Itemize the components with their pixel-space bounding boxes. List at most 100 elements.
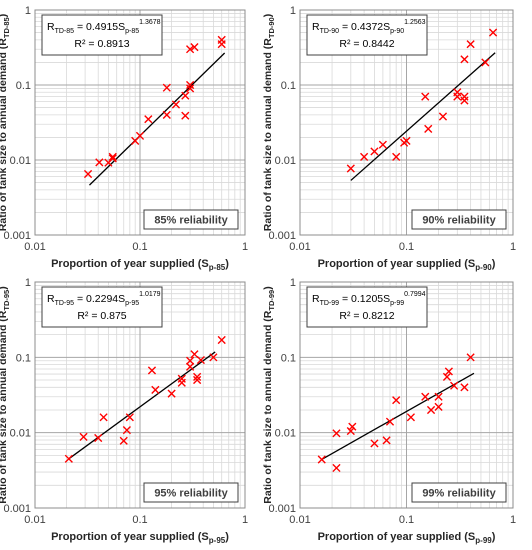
data-points (83, 35, 226, 179)
data-point (177, 374, 186, 383)
regression-equation: RTD-95 = 0.2294Sp-951.0179 (47, 291, 161, 307)
data-point (434, 392, 443, 401)
data-point (186, 80, 195, 90)
data-point (426, 405, 436, 415)
y-tick-label: 0.01 (10, 428, 31, 440)
plot-border (299, 281, 514, 509)
y-axis-label: Ratio of tank size to annual demand (RTD… (0, 14, 11, 231)
x-tick-label: 1 (510, 514, 516, 526)
data-point (108, 152, 117, 161)
data-point (346, 164, 355, 173)
data-point (460, 383, 469, 392)
data-point (370, 439, 379, 448)
data-point (122, 426, 131, 435)
data-point (186, 356, 195, 365)
data-point (193, 375, 202, 385)
data-point (217, 40, 226, 49)
y-tick-label: 0.01 (275, 155, 296, 167)
data-point (181, 111, 190, 120)
x-axis-label: Proportion of year supplied (Sp-90) (318, 258, 496, 272)
plot-border (34, 281, 246, 509)
plot-border (299, 9, 514, 236)
x-axis-label: Proportion of year supplied (Sp-85) (51, 258, 229, 272)
y-tick-label: 1 (25, 277, 31, 289)
equation-box (41, 286, 163, 328)
y-tick-label: 0.001 (3, 503, 31, 515)
data-point (392, 396, 401, 405)
data-point (144, 115, 153, 124)
r-squared: R² = 0.8913 (74, 38, 129, 50)
data-point (190, 43, 199, 52)
reliability-label: 85% reliability (154, 215, 228, 227)
data-point (167, 389, 176, 398)
data-point (460, 96, 469, 105)
data-point (147, 366, 157, 375)
x-tick-label: 0.01 (24, 241, 45, 253)
x-tick-label: 0.1 (132, 514, 147, 526)
data-point (332, 429, 341, 438)
data-point (190, 350, 199, 359)
data-point (186, 362, 195, 371)
data-point (466, 353, 475, 362)
data-point (346, 426, 355, 436)
y-tick-label: 0.01 (10, 155, 31, 167)
data-point (135, 131, 145, 140)
reliability-label: 99% reliability (422, 488, 496, 500)
data-point (151, 385, 160, 394)
x-tick-label: 0.01 (289, 241, 310, 253)
y-tick-label: 0.001 (268, 230, 296, 242)
data-point (360, 152, 369, 161)
data-point (481, 58, 490, 67)
x-tick-label: 0.01 (289, 514, 310, 526)
y-tick-label: 0.1 (16, 352, 31, 364)
y-tick-label: 0.001 (3, 230, 31, 242)
r-squared: R² = 0.8442 (339, 38, 394, 50)
data-point (193, 372, 202, 381)
reliability-label: 95% reliability (154, 488, 228, 500)
r-squared: R² = 0.875 (77, 310, 126, 322)
equation-box (306, 286, 428, 328)
regression-equation: RTD-90 = 0.4372Sp-901.2563 (312, 19, 426, 35)
data-point (424, 124, 433, 133)
data-point (162, 110, 171, 119)
data-point (450, 381, 459, 390)
data-point (442, 372, 452, 381)
trendline (321, 372, 475, 460)
data-point (438, 112, 448, 121)
data-point (125, 413, 134, 422)
data-point (162, 83, 171, 92)
data-point (119, 436, 128, 445)
data-point (421, 92, 430, 101)
data-point (186, 84, 195, 93)
data-points (346, 28, 498, 173)
data-point (209, 353, 218, 362)
equation-box (306, 14, 428, 56)
data-point (382, 436, 391, 445)
y-tick-label: 1 (290, 5, 296, 17)
data-point (171, 100, 181, 109)
reliability-box (411, 482, 507, 503)
data-point (421, 392, 430, 401)
x-axis-label: Proportion of year supplied (Sp-95) (51, 531, 229, 545)
y-tick-label: 1 (25, 5, 31, 17)
r-squared: R² = 0.8212 (339, 310, 394, 322)
data-point (348, 422, 357, 431)
data-point (378, 140, 387, 149)
reliability-box (411, 209, 507, 230)
data-point (385, 417, 395, 426)
regression-equation: RTD-85 = 0.4915Sp-851.3678 (47, 19, 161, 35)
x-tick-label: 1 (242, 514, 248, 526)
x-tick-label: 1 (510, 241, 516, 253)
y-tick-label: 0.1 (281, 352, 296, 364)
equation-box (41, 14, 163, 56)
trendline (350, 52, 496, 181)
data-point (99, 413, 108, 422)
x-tick-label: 0.1 (399, 241, 414, 253)
trendline (88, 52, 226, 186)
data-point (95, 158, 104, 167)
data-point (466, 40, 475, 49)
